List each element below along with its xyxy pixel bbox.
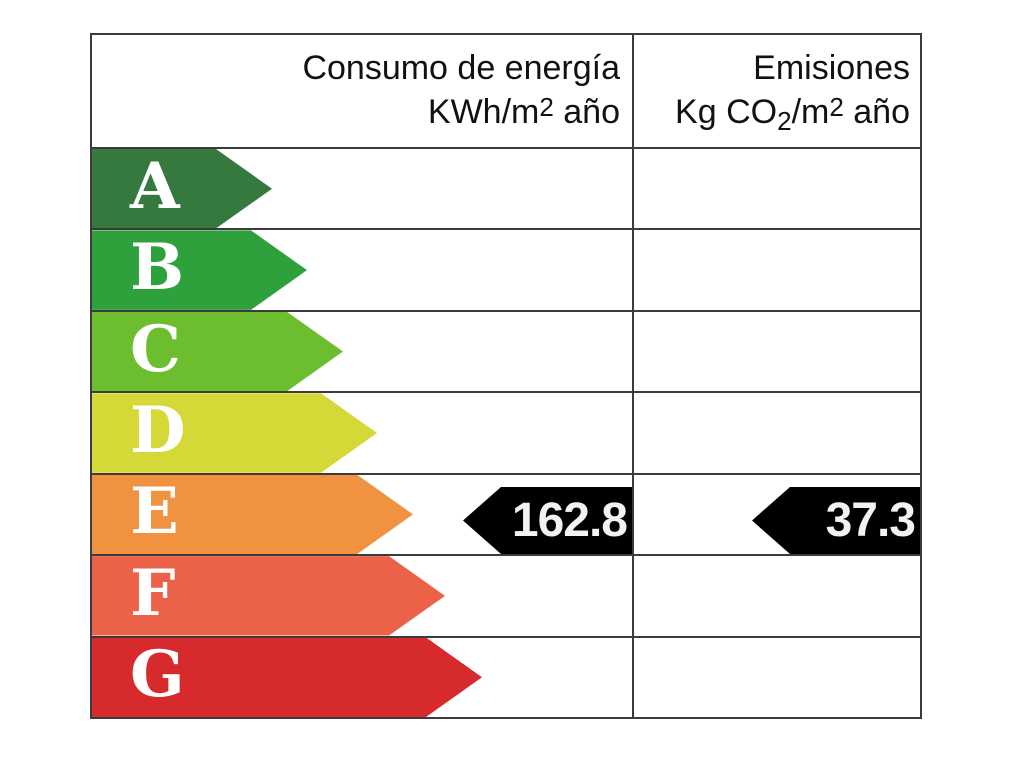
emisiones-value: 37.3 [825,493,915,547]
emisiones-header-line1: Emisiones [753,49,910,87]
rating-arrow-c: C [92,312,343,391]
rating-letter-e: E [130,474,179,550]
rating-letter-c: C [130,311,181,387]
rating-row-b: B [92,228,920,309]
consumo-header-line2: KWh/m2 año [427,92,620,131]
rating-arrow-d: D [92,393,377,472]
superscript-2: 2 [829,92,844,122]
rating-row-a: A [92,149,920,228]
table-header: Consumo de energía KWh/m2 año Emisiones … [92,35,920,149]
rating-letter-a: A [130,148,180,224]
consumo-value: 162.8 [511,493,627,547]
superscript-2: 2 [539,92,554,122]
rating-letter-b: B [130,230,185,306]
rating-rows: A B C D E [92,149,920,717]
rating-arrow-a: A [92,149,272,228]
subscript-2: 2 [777,106,792,136]
rating-row-f: F [92,554,920,635]
rating-arrow-f: F [92,556,445,635]
rating-letter-d: D [130,392,186,468]
consumo-header: Consumo de energía KWh/m2 año [92,35,632,147]
rating-table: Consumo de energía KWh/m2 año Emisiones … [90,33,922,719]
column-divider [632,35,634,717]
rating-row-e: E [92,472,920,554]
consumo-value-arrow: 162.8 [463,485,632,556]
emisiones-value-arrow: 37.3 [752,485,920,556]
rating-row-c: C [92,309,920,391]
rating-letter-g: G [130,637,185,713]
consumo-header-line1: Consumo de energía [302,49,620,87]
emisiones-header-line2: Kg CO2/m2 año [675,92,910,136]
rating-row-g: G [92,635,920,717]
rating-row-d: D [92,391,920,472]
emisiones-header: Emisiones Kg CO2/m2 año [632,35,920,147]
rating-arrow-g: G [92,638,482,717]
rating-arrow-e: E [92,475,413,554]
rating-letter-f: F [130,555,176,631]
rating-arrow-b: B [92,230,307,309]
